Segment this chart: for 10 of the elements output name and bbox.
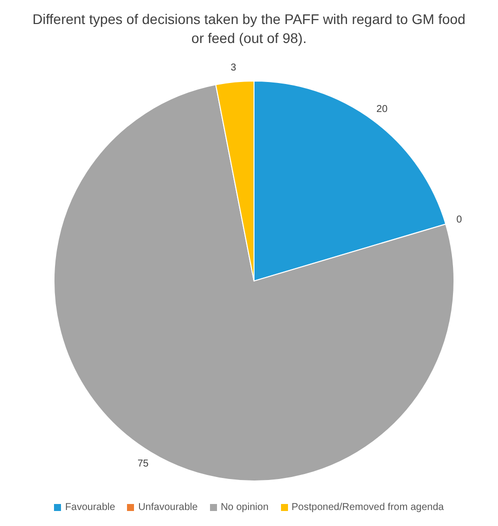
- data-label: 20: [376, 104, 388, 115]
- legend-label: Favourable: [65, 502, 116, 513]
- legend-label: Postponed/Removed from agenda: [292, 502, 444, 513]
- data-label: 75: [138, 458, 150, 470]
- chart-title: Different types of decisions taken by the PAFF with regard to GM food or feed (out of 98).: [32, 10, 466, 48]
- pie-slice: [54, 84, 454, 482]
- data-label: 3: [230, 62, 237, 74]
- text: 0: [456, 214, 462, 226]
- legend-label: Unfavourable: [138, 502, 198, 513]
- legend-label: No opinion: [220, 502, 268, 513]
